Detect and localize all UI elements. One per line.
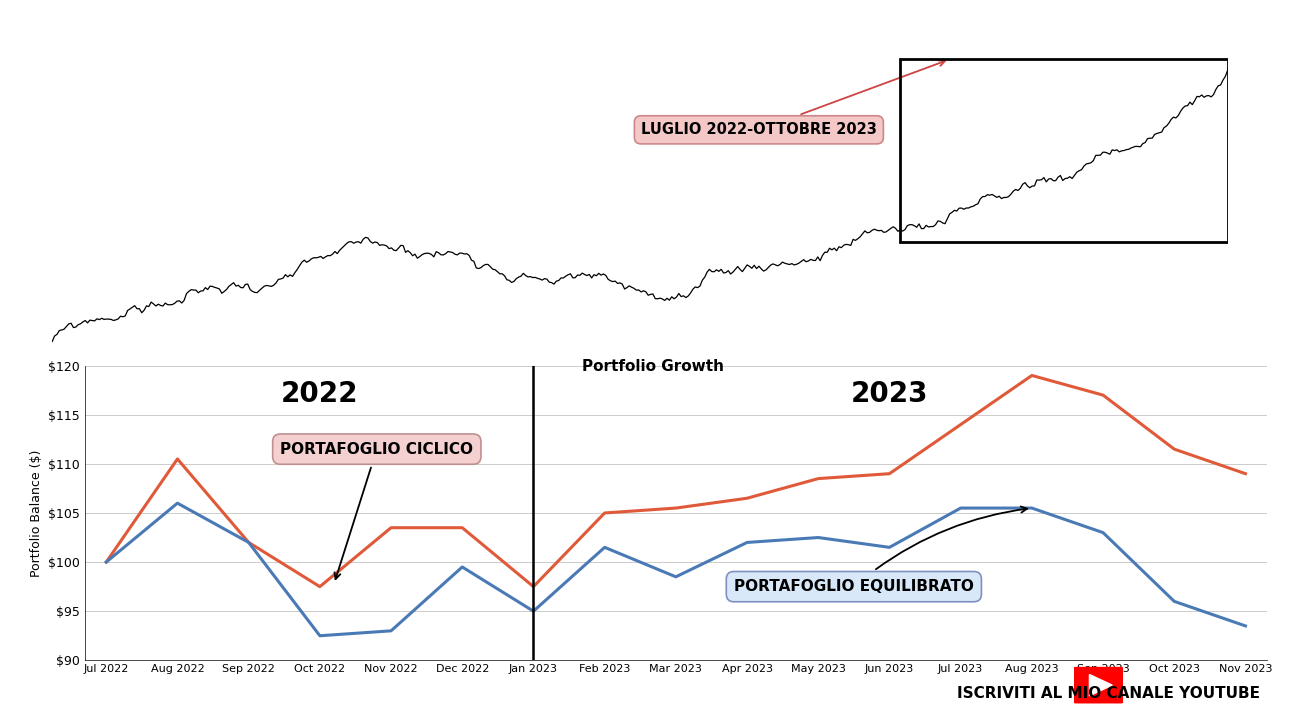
- Y-axis label: Portfolio Balance ($): Portfolio Balance ($): [30, 449, 43, 577]
- Text: PORTAFOGLIO CICLICO: PORTAFOGLIO CICLICO: [281, 442, 473, 579]
- Text: LUGLIO 2022-OTTOBRE 2023: LUGLIO 2022-OTTOBRE 2023: [641, 60, 944, 137]
- Text: 2023: 2023: [850, 381, 929, 408]
- Polygon shape: [1089, 674, 1113, 696]
- FancyBboxPatch shape: [1072, 667, 1124, 704]
- Text: ISCRIVITI AL MIO CANALE YOUTUBE: ISCRIVITI AL MIO CANALE YOUTUBE: [957, 687, 1260, 701]
- Bar: [900, 60, 1228, 242]
- Text: PORTAFOGLIO EQUILIBRATO: PORTAFOGLIO EQUILIBRATO: [734, 506, 1027, 594]
- Text: 2022: 2022: [281, 381, 359, 408]
- Text: Portfolio Growth: Portfolio Growth: [582, 359, 724, 373]
